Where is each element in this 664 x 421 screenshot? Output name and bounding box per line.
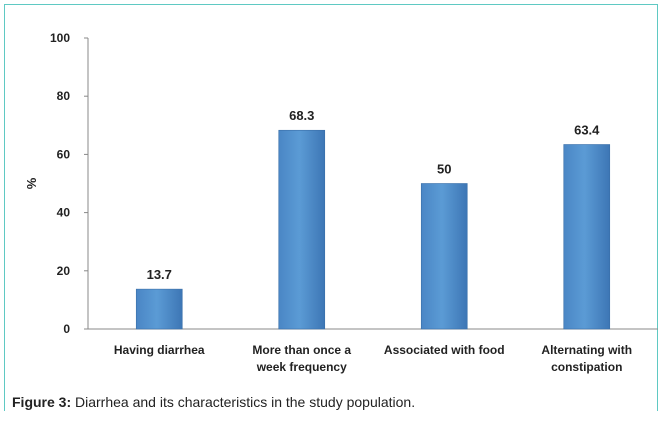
bar-chart: 0 20 40 60 80 100 % 13.7 68.3 50 63.4 Having dia… xyxy=(24,31,658,374)
bars xyxy=(135,129,611,330)
x-axis-categories: Having diarrhea More than once a week freq… xyxy=(114,343,632,374)
data-label: 13.7 xyxy=(147,267,172,282)
data-labels: 13.7 68.3 50 63.4 xyxy=(147,108,601,282)
y-axis-label: % xyxy=(24,177,39,189)
figure-caption: Figure 3: Diarrhea and its characteristi… xyxy=(12,394,415,410)
y-tick-label: 40 xyxy=(57,206,71,220)
y-tick-label: 100 xyxy=(50,31,70,45)
figure-caption-text: Diarrhea and its characteristics in the … xyxy=(71,394,416,410)
x-category-label: More than once a week frequency xyxy=(252,343,351,374)
x-category-label: Associated with food xyxy=(384,343,505,357)
y-tick-label: 60 xyxy=(57,147,71,161)
bar xyxy=(135,288,183,330)
data-label: 50 xyxy=(437,162,451,177)
y-axis-ticks: 0 20 40 60 80 100 xyxy=(50,31,88,336)
figure-caption-label: Figure 3: xyxy=(12,394,72,410)
y-tick-label: 80 xyxy=(57,89,71,103)
data-label: 68.3 xyxy=(289,108,314,123)
data-label: 63.4 xyxy=(574,123,600,138)
y-tick-label: 0 xyxy=(63,322,70,336)
bar xyxy=(563,144,611,330)
figure-frame xyxy=(4,4,658,411)
x-category-label: Alternating with constipation xyxy=(541,343,632,374)
y-tick-label: 20 xyxy=(57,264,71,278)
bar xyxy=(420,183,468,330)
bar xyxy=(278,129,326,330)
x-category-label: Having diarrhea xyxy=(114,343,205,357)
